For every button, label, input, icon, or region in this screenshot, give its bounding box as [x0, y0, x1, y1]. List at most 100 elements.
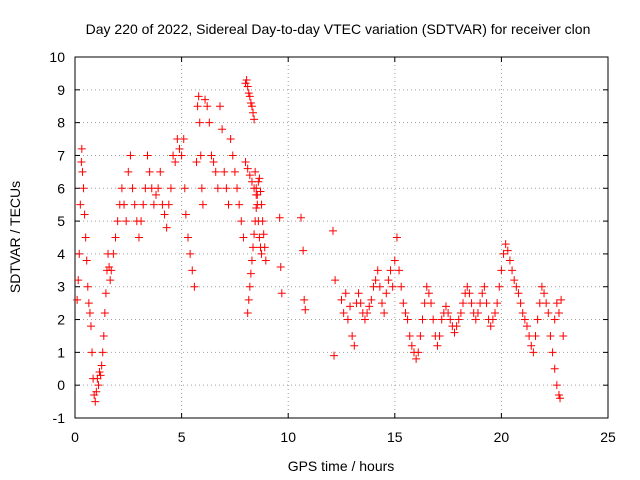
data-point [95, 368, 104, 377]
data-point [190, 282, 199, 291]
data-point [249, 108, 258, 117]
data-point [128, 184, 137, 193]
data-point [437, 315, 446, 324]
data-point [120, 200, 129, 209]
data-point [78, 167, 87, 176]
data-point [520, 315, 529, 324]
data-point [300, 295, 309, 304]
y-tick-label: -1 [53, 410, 66, 426]
data-point [211, 167, 220, 176]
data-point [130, 200, 139, 209]
data-point [113, 217, 122, 226]
data-point [529, 348, 538, 357]
data-point [244, 89, 253, 98]
data-point [143, 151, 152, 160]
data-point [183, 233, 192, 242]
data-point [247, 102, 256, 111]
data-point [249, 243, 258, 252]
x-tick-label: 0 [71, 429, 79, 445]
data-point [341, 289, 350, 298]
data-point [242, 75, 251, 84]
data-point [261, 256, 270, 265]
data-point [246, 98, 255, 107]
data-point [205, 118, 214, 127]
data-point [473, 308, 482, 317]
data-point [126, 151, 135, 160]
data-point [510, 276, 519, 285]
data-point [557, 295, 566, 304]
data-point [201, 95, 210, 104]
data-point [465, 289, 474, 298]
data-point [162, 223, 171, 232]
data-point [478, 289, 487, 298]
data-point [277, 289, 286, 298]
data-point [228, 151, 237, 160]
data-point [301, 305, 310, 314]
data-point [554, 308, 563, 317]
data-point [296, 213, 305, 222]
data-point [82, 256, 91, 265]
data-point [181, 210, 190, 219]
data-point [401, 308, 410, 317]
data-point [166, 184, 175, 193]
y-tick-label: 3 [57, 279, 65, 295]
data-point [243, 82, 252, 91]
data-point [179, 135, 188, 144]
data-point [395, 266, 404, 275]
x-tick-label: 5 [178, 429, 186, 445]
data-point [503, 246, 512, 255]
data-point [154, 184, 163, 193]
data-point [235, 200, 244, 209]
data-point [197, 184, 206, 193]
data-point [429, 315, 438, 324]
data-point [100, 308, 109, 317]
data-point [85, 308, 94, 317]
data-point [375, 282, 384, 291]
data-point [522, 322, 531, 331]
data-point [145, 167, 154, 176]
data-point [111, 233, 120, 242]
data-point [117, 184, 126, 193]
data-point [257, 249, 266, 258]
data-point [226, 135, 235, 144]
data-point [246, 269, 255, 278]
data-point [81, 233, 90, 242]
plot-frame [74, 56, 609, 419]
y-tick-label: 4 [57, 246, 65, 262]
data-point [435, 331, 444, 340]
data-point [556, 394, 565, 403]
data-point [241, 79, 250, 88]
data-point [392, 233, 401, 242]
data-point [356, 299, 365, 308]
data-point [171, 158, 180, 167]
data-point [459, 299, 468, 308]
data-point [397, 282, 406, 291]
data-point [84, 299, 93, 308]
data-point [88, 348, 97, 357]
data-point [107, 266, 116, 275]
data-point [501, 240, 510, 249]
data-point [105, 263, 114, 272]
data-point [508, 266, 517, 275]
data-point [243, 308, 252, 317]
data-point [233, 184, 242, 193]
data-point [247, 177, 256, 186]
data-point [245, 282, 254, 291]
data-point [106, 276, 115, 285]
data-point [343, 315, 352, 324]
data-point [414, 348, 423, 357]
data-point [186, 249, 195, 258]
data-point [363, 308, 372, 317]
data-point [251, 217, 260, 226]
data-point [384, 276, 393, 285]
data-point [416, 331, 425, 340]
data-point [97, 361, 106, 370]
data-point [544, 308, 553, 317]
data-point [337, 295, 346, 304]
data-point [299, 246, 308, 255]
data-point [516, 299, 525, 308]
data-point [497, 266, 506, 275]
data-point [422, 282, 431, 291]
data-point [96, 371, 105, 380]
data-point [86, 322, 95, 331]
